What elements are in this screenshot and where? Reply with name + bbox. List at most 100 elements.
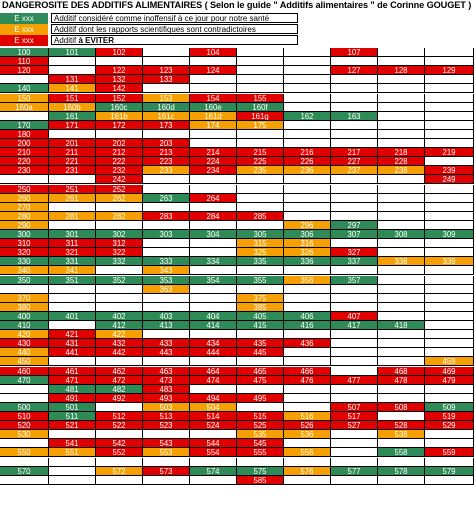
empty-cell [96,284,143,294]
additive-cell-308: 308 [378,230,425,240]
table-row: 100 101 102 104 107 [0,48,474,58]
empty-cell [284,175,331,185]
empty-cell [378,330,425,340]
empty-cell [378,475,425,485]
empty-cell [284,75,331,85]
additive-cell-530: 530 [0,430,49,440]
table-row: 550 551 552 553 554 555 556 558 559 [0,448,474,458]
additive-cell-201: 201 [49,139,96,149]
empty-cell [284,129,331,139]
empty-cell [237,384,284,394]
table-row: 570 572 573 574 575 576 577 578 579 [0,466,474,476]
table-row: 160a 160b 160c 160d 160e 160f [0,102,474,112]
empty-cell [425,239,474,249]
empty-cell [425,211,474,221]
empty-cell [143,302,190,312]
empty-cell [284,84,331,94]
additive-cell-474: 474 [190,375,237,385]
empty-cell [49,430,96,440]
additive-cell-221: 221 [49,157,96,167]
additive-cell-401: 401 [49,311,96,321]
empty-cell [49,475,96,485]
additive-cell-220: 220 [0,157,49,167]
empty-cell [237,457,284,467]
additive-cell-172: 172 [96,120,143,130]
empty-cell [378,57,425,67]
additive-cell-385: 385 [237,302,284,312]
empty-cell [284,48,331,58]
additive-cell-213: 213 [143,148,190,158]
empty-cell [190,457,237,467]
empty-cell [49,202,96,212]
additive-cell-160e: 160e [190,102,237,112]
empty-cell [378,412,425,422]
additive-cell-338: 338 [378,257,425,267]
empty-cell [190,330,237,340]
empty-cell [49,57,96,67]
additive-cell-211: 211 [49,148,96,158]
additive-cell-235: 235 [237,166,284,176]
additive-cell-538: 538 [378,430,425,440]
empty-cell [331,330,378,340]
additive-cell-503: 503 [143,402,190,412]
empty-cell [378,48,425,58]
empty-cell [190,302,237,312]
empty-cell [425,184,474,194]
additive-cell-203: 203 [143,139,190,149]
table-row: 210 211 212 213 214 215 216 217 218 219 [0,148,474,158]
additive-cell-514: 514 [190,412,237,422]
additive-cell-469: 469 [425,366,474,376]
empty-cell [190,293,237,303]
additive-cell-501: 501 [49,402,96,412]
additive-cell-400: 400 [0,311,49,321]
legend-avoid-prefix: Additif [54,36,79,45]
additive-cell-407: 407 [331,311,378,321]
empty-cell [378,275,425,285]
additive-cell-516: 516 [284,412,331,422]
empty-cell [143,457,190,467]
additive-cell-403: 403 [143,311,190,321]
additive-cell-536: 536 [284,430,331,440]
additive-cell-140: 140 [0,84,49,94]
empty-cell [49,293,96,303]
additive-cell-404: 404 [190,311,237,321]
additive-cell-131: 131 [49,75,96,85]
empty-cell [378,93,425,103]
additive-cell-410: 410 [0,321,49,331]
empty-cell [237,266,284,276]
additive-cell-307: 307 [331,230,378,240]
empty-cell [284,348,331,358]
empty-cell [425,48,474,58]
empty-cell [190,57,237,67]
empty-cell [143,57,190,67]
additive-cell-282: 282 [96,211,143,221]
empty-cell [425,129,474,139]
table-row: 380 385 [0,302,474,312]
empty-cell [378,284,425,294]
table-row: 470 471 472 473 474 475 476 477 478 479 [0,375,474,385]
empty-cell [425,193,474,203]
additive-cell-559: 559 [425,448,474,458]
additive-cell-504: 504 [190,402,237,412]
empty-cell [96,357,143,367]
additive-cell-339: 339 [425,257,474,267]
additive-cell-473: 473 [143,375,190,385]
empty-cell [425,75,474,85]
additive-cell-430: 430 [0,339,49,349]
additive-cell-262: 262 [96,193,143,203]
empty-cell [190,84,237,94]
table-row: 140 141 142 [0,84,474,94]
empty-cell [237,139,284,149]
additive-cell-570: 570 [0,466,49,476]
additive-cell-343: 343 [143,266,190,276]
empty-cell [425,57,474,67]
empty-cell [284,457,331,467]
empty-cell [237,357,284,367]
empty-cell [143,239,190,249]
empty-cell [237,48,284,58]
table-row: 520 521 522 523 524 525 526 527 528 529 [0,421,474,431]
empty-cell [331,193,378,203]
empty-cell [378,248,425,258]
empty-cell [237,402,284,412]
empty-cell [237,129,284,139]
